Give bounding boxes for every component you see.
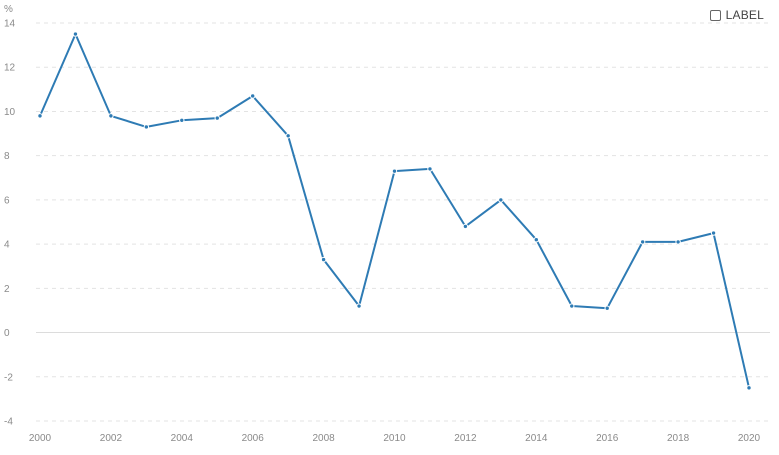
- data-point[interactable]: [746, 385, 752, 391]
- y-axis-ticks: 14 12 10 8 6 4 2 0 -2 -4: [4, 19, 16, 428]
- data-point[interactable]: [569, 303, 575, 309]
- y-tick-label: 4: [4, 240, 10, 251]
- data-point[interactable]: [72, 31, 79, 37]
- y-tick-label: 0: [4, 328, 10, 339]
- y-tick-label: 14: [4, 19, 16, 30]
- data-point[interactable]: [710, 230, 717, 236]
- data-point[interactable]: [108, 113, 114, 119]
- x-tick-label: 2016: [596, 433, 619, 444]
- legend-toggle[interactable]: LABEL: [709, 8, 764, 22]
- data-point[interactable]: [675, 239, 681, 245]
- y-tick-label: -4: [4, 417, 13, 428]
- data-point[interactable]: [498, 197, 504, 203]
- x-tick-label: 2002: [100, 433, 123, 444]
- y-tick-label: 8: [4, 151, 10, 162]
- data-point[interactable]: [391, 168, 398, 174]
- data-point[interactable]: [604, 305, 610, 311]
- y-unit-label: %: [4, 4, 13, 15]
- data-point[interactable]: [37, 113, 43, 119]
- x-tick-label: 2012: [454, 433, 477, 444]
- legend-label: LABEL: [725, 8, 764, 22]
- grid-lines: [36, 22, 770, 422]
- data-point[interactable]: [285, 133, 291, 139]
- data-point[interactable]: [250, 93, 256, 99]
- data-point[interactable]: [639, 239, 646, 245]
- data-point[interactable]: [533, 236, 539, 243]
- x-tick-label: 2006: [242, 433, 265, 444]
- x-tick-label: 2020: [738, 433, 761, 444]
- data-point[interactable]: [427, 166, 433, 172]
- checkbox-icon[interactable]: [709, 9, 721, 21]
- x-axis-ticks: 2000 2002 2004 2006 2008 2010 2012 2014 2016 2018…: [29, 433, 761, 444]
- y-tick-label: 6: [4, 195, 10, 206]
- series-group: [37, 31, 752, 391]
- data-point[interactable]: [143, 124, 150, 130]
- x-tick-label: 2008: [312, 433, 335, 444]
- data-point[interactable]: [214, 115, 220, 121]
- x-tick-label: 2000: [29, 433, 52, 444]
- x-tick-label: 2014: [525, 433, 548, 444]
- data-point[interactable]: [356, 303, 362, 309]
- series-line: [39, 33, 750, 389]
- y-tick-label: 2: [4, 284, 10, 295]
- y-tick-label: 10: [4, 107, 16, 118]
- x-tick-label: 2010: [383, 433, 406, 444]
- x-tick-label: 2018: [667, 433, 690, 444]
- y-tick-label: 12: [4, 63, 16, 74]
- data-point[interactable]: [320, 256, 327, 263]
- y-tick-label: -2: [4, 372, 13, 383]
- data-point[interactable]: [462, 223, 469, 230]
- x-tick-label: 2004: [171, 433, 194, 444]
- data-point[interactable]: [179, 117, 185, 123]
